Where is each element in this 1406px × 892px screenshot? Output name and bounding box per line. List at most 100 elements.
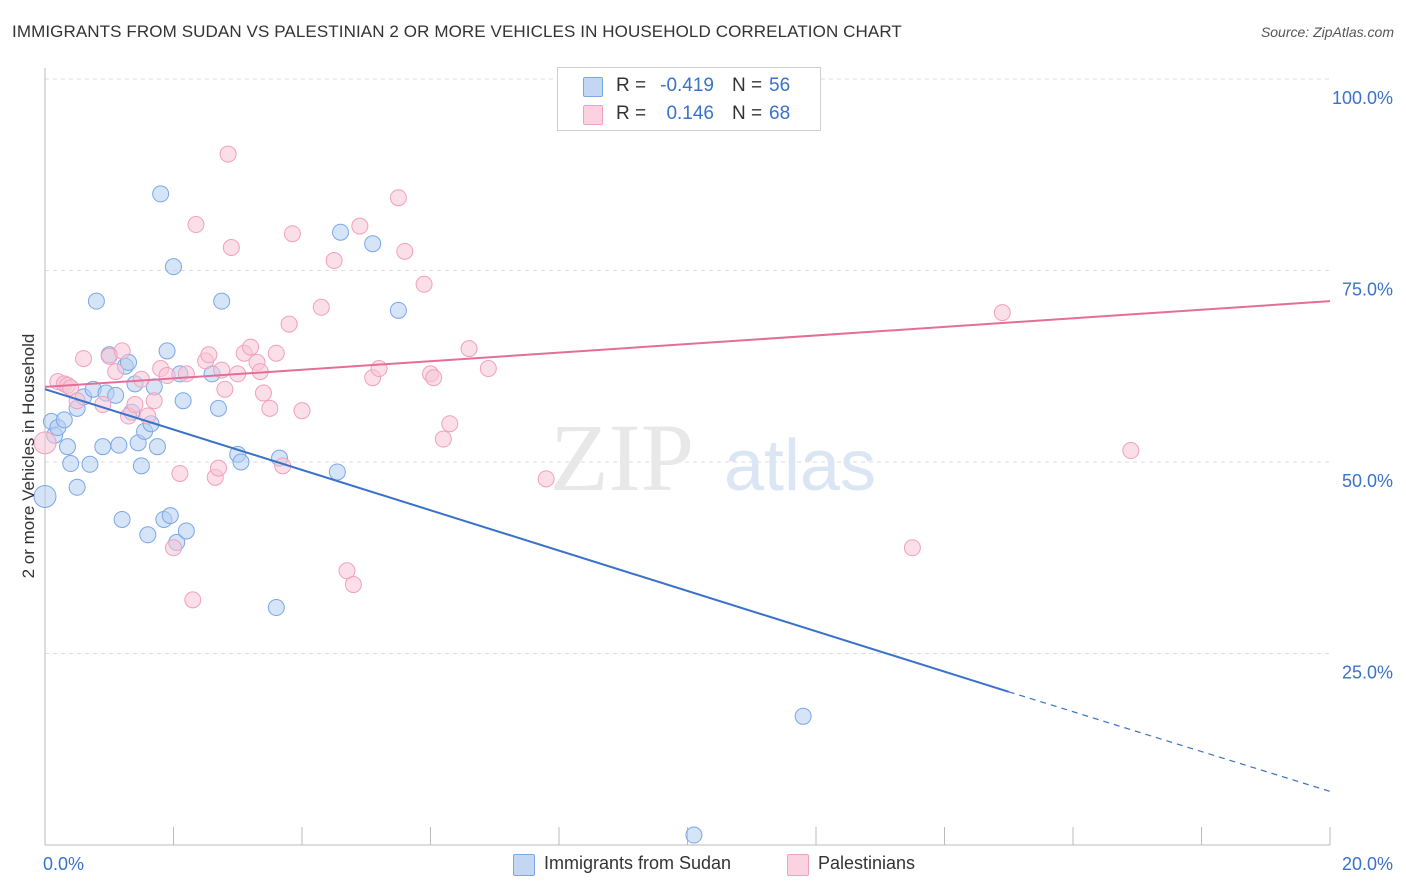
- series-palestinians: [33, 70, 1140, 609]
- stats-n-value: 56: [769, 75, 791, 96]
- trend-line-sudan: [44, 388, 1010, 693]
- chart-source: Source: ZipAtlas.com: [1260, 24, 1394, 40]
- point-palestinians-58: [479, 360, 497, 378]
- point-sudan-18: [113, 510, 131, 528]
- point-sudan-30: [152, 185, 170, 203]
- trend-line-palestinians: [44, 300, 1331, 388]
- x-tick-label-min: 0.0%: [43, 854, 84, 874]
- stats-r-value: -0.419: [660, 75, 714, 96]
- point-sudan-32: [158, 342, 176, 360]
- point-palestinians-12: [126, 396, 144, 414]
- trend-lines: [44, 300, 1331, 792]
- point-sudan-43: [232, 453, 250, 471]
- point-palestinians-49: [370, 360, 388, 378]
- watermark-zip: ZIP: [550, 404, 694, 511]
- point-palestinians-54: [425, 369, 443, 387]
- stats-row-sudan: R = -0.419 N = 56: [558, 73, 820, 101]
- stats-n-value: 68: [769, 103, 791, 124]
- y-tick-label-3: 100.0%: [1332, 88, 1393, 108]
- point-palestinians-15: [145, 392, 163, 410]
- point-palestinians-40: [280, 315, 298, 333]
- point-sudan-50: [794, 707, 812, 725]
- point-palestinians-5: [68, 392, 86, 410]
- stats-swatch-sudan: [583, 77, 603, 97]
- point-sudan-51: [685, 826, 703, 844]
- point-palestinians-62: [993, 304, 1011, 322]
- point-palestinians-18: [165, 539, 182, 557]
- point-sudan-41: [213, 292, 231, 310]
- point-palestinians-9: [107, 363, 125, 381]
- point-sudan-26: [139, 526, 157, 544]
- point-sudan-38: [177, 522, 195, 540]
- point-palestinians-52: [415, 275, 433, 293]
- y-tick-label-2: 75.0%: [1342, 280, 1393, 300]
- point-sudan-46: [328, 463, 346, 481]
- point-sudan-5: [58, 438, 76, 456]
- legend-swatch-palestinians: [787, 854, 809, 876]
- point-sudan-48: [364, 235, 382, 253]
- point-palestinians-47: [351, 217, 369, 235]
- point-palestinians-20: [177, 365, 195, 383]
- point-palestinians-57: [460, 340, 478, 358]
- point-palestinians-51: [396, 242, 414, 260]
- point-sudan-29: [148, 438, 166, 456]
- legend-label-palestinians: Palestinians: [818, 853, 916, 873]
- point-palestinians-38: [267, 344, 285, 362]
- point-sudan-16: [107, 386, 125, 404]
- point-palestinians-21: [184, 591, 202, 609]
- watermark-atlas: atlas: [724, 426, 876, 506]
- stats-row-palestinians: R = 0.146 N = 68: [558, 101, 820, 129]
- point-sudan-34: [165, 258, 182, 276]
- point-palestinians-59: [537, 470, 555, 488]
- point-sudan-12: [87, 292, 105, 310]
- point-palestinians-6: [75, 350, 93, 368]
- point-palestinians-24: [200, 346, 218, 364]
- point-sudan-49: [389, 301, 407, 319]
- stats-r-label: R =: [616, 75, 647, 96]
- stats-swatch-palestinians: [583, 105, 603, 125]
- watermark: ZIP atlas: [550, 404, 876, 511]
- point-palestinians-36: [254, 384, 272, 402]
- point-sudan-6: [62, 455, 80, 473]
- legend-label-sudan: Immigrants from Sudan: [544, 853, 732, 873]
- point-palestinians-46: [344, 576, 362, 594]
- point-palestinians-41: [283, 225, 301, 243]
- point-sudan-13: [94, 438, 112, 456]
- point-palestinians-22: [187, 216, 205, 234]
- point-sudan-37: [174, 392, 192, 410]
- point-sudan-47: [332, 223, 350, 241]
- stats-legend-box: R = -0.419 N = 56 R = 0.146 N = 68: [557, 67, 821, 131]
- point-palestinians-10: [113, 342, 131, 360]
- point-sudan-24: [132, 457, 150, 475]
- point-palestinians-63: [1122, 442, 1140, 460]
- point-sudan-7: [68, 478, 86, 496]
- point-sudan-33: [161, 507, 179, 525]
- stats-n-label: N =: [732, 75, 763, 96]
- point-palestinians-29: [219, 145, 237, 163]
- y-tick-label-1: 50.0%: [1342, 471, 1393, 491]
- point-palestinians-56: [441, 415, 459, 433]
- point-palestinians-0: [33, 431, 57, 455]
- point-sudan-10: [81, 455, 99, 473]
- tick-labels: 25.0% 50.0% 75.0% 100.0% 0.0% 20.0%: [43, 88, 1393, 874]
- point-palestinians-43: [312, 298, 330, 316]
- chart-title: IMMIGRANTS FROM SUDAN VS PALESTINIAN 2 O…: [12, 22, 902, 41]
- point-sudan-0: [33, 484, 57, 508]
- point-palestinians-61: [903, 539, 921, 557]
- point-palestinians-28: [216, 380, 234, 398]
- y-tick-label-0: 25.0%: [1342, 663, 1393, 683]
- point-palestinians-17: [158, 366, 176, 384]
- point-palestinians-44: [325, 252, 343, 270]
- point-palestinians-33: [242, 338, 260, 356]
- point-palestinians-55: [434, 430, 452, 448]
- point-sudan-4: [55, 411, 73, 429]
- y-axis-label: 2 or more Vehicles in Household: [19, 334, 38, 579]
- stats-r-label: R =: [616, 103, 647, 124]
- legend-swatch-sudan: [513, 854, 535, 876]
- point-palestinians-42: [293, 402, 311, 420]
- point-palestinians-26: [209, 459, 227, 477]
- point-palestinians-45: [338, 562, 356, 580]
- stats-n-label: N =: [732, 103, 763, 124]
- point-sudan-44: [267, 599, 285, 617]
